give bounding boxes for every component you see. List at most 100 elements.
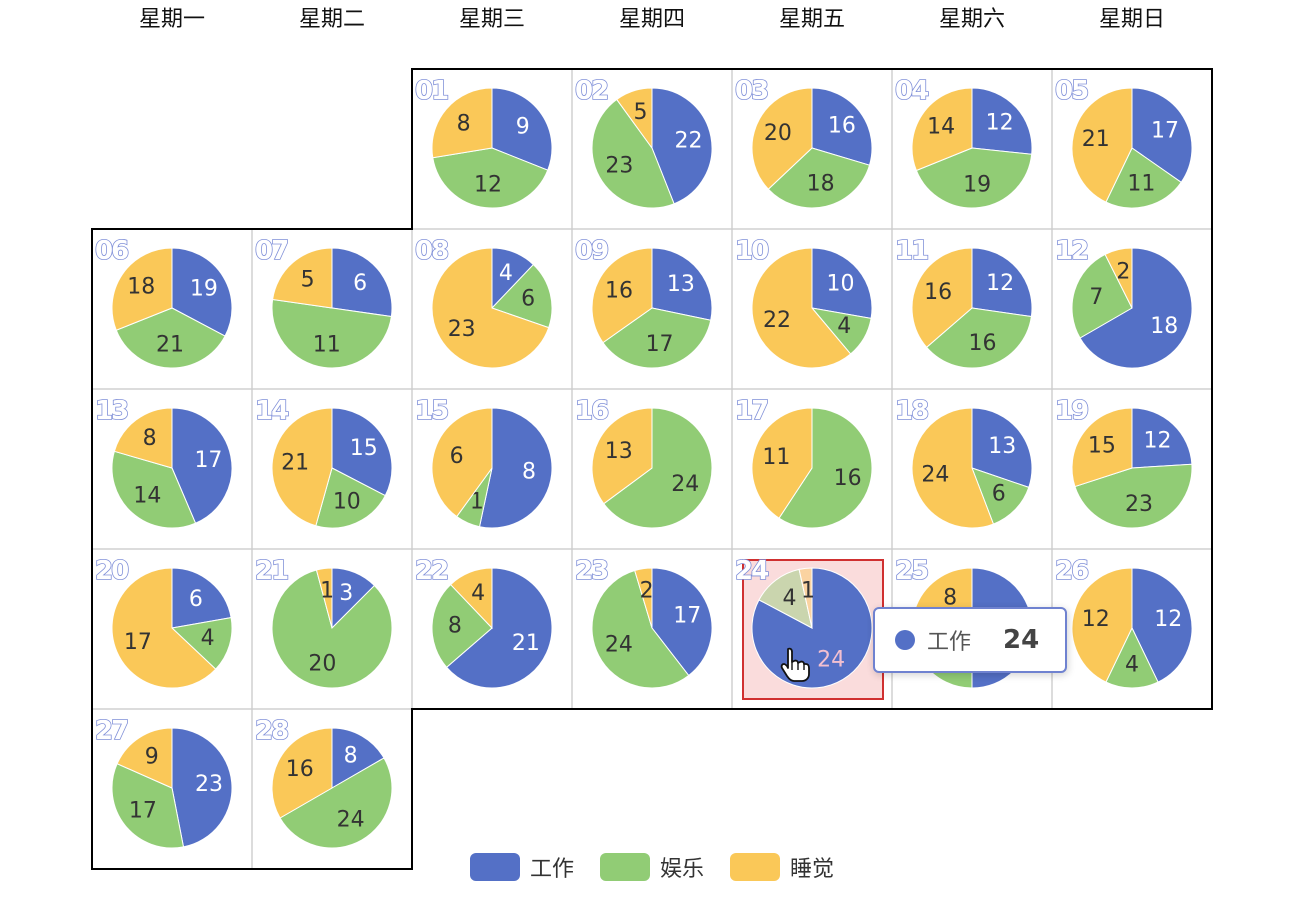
pie-slice-label: 19 <box>963 172 991 197</box>
pie-slice-label: 11 <box>1127 171 1155 196</box>
pie-slice-label: 14 <box>133 483 161 508</box>
day-number: 05 <box>1055 76 1088 106</box>
day-pie: 17 14 8 <box>111 407 233 529</box>
pie-slice-label: 21 <box>281 450 309 475</box>
day-pie: 12 19 14 <box>911 87 1033 209</box>
pie-slice <box>491 263 553 329</box>
pie-slice-label: 16 <box>828 113 856 138</box>
pie-slice <box>1071 407 1133 488</box>
pie-slice <box>1105 626 1159 689</box>
pie-slice <box>171 247 233 337</box>
pie-slice-label: 12 <box>986 271 1014 296</box>
pie-slice <box>331 727 385 789</box>
pie-slice-label: 1 <box>320 579 334 604</box>
pie-slice-label: 5 <box>634 100 648 125</box>
pie-slice <box>331 407 393 497</box>
pie-slice-label: 24 <box>921 462 949 487</box>
pie-slice-label: 21 <box>512 631 540 656</box>
day-number: 17 <box>735 396 768 426</box>
pie-slice <box>971 87 1033 155</box>
pie-slice <box>911 87 973 172</box>
pie-slice <box>591 247 653 344</box>
pie-slice <box>603 407 713 529</box>
day-number: 25 <box>895 556 928 586</box>
pie-slice <box>1074 463 1193 529</box>
pie-slice-label: 11 <box>313 332 341 357</box>
pie-slice <box>491 87 553 171</box>
pie-slice-label: 8 <box>344 743 358 768</box>
pie-slice-label: 21 <box>1082 127 1110 152</box>
weekday-label: 星期二 <box>299 7 365 32</box>
pie-slice-label: 17 <box>1151 118 1179 143</box>
pie-slice <box>925 307 1032 369</box>
pie-slice <box>751 87 813 190</box>
pie-slice-label: 17 <box>194 448 222 473</box>
pie-slice <box>115 307 226 369</box>
tooltip: 工作 24 <box>873 607 1067 673</box>
weekday-label: 星期六 <box>939 7 1005 32</box>
pie-slice-label: 23 <box>1125 492 1153 517</box>
pie-slice <box>478 407 553 529</box>
pie-slice-label: 5 <box>301 267 315 292</box>
pie-slice-label: 7 <box>1089 285 1103 310</box>
pie-slice <box>279 757 393 849</box>
day-pie: 13 17 16 <box>591 247 713 369</box>
legend-item-fun[interactable]: 娱乐 <box>600 851 704 883</box>
day-number: 23 <box>575 556 608 586</box>
pie-slice-label: 22 <box>763 308 791 333</box>
weekday-label: 星期四 <box>619 7 685 32</box>
day-pie: 23 17 9 <box>111 727 233 849</box>
day-number: 18 <box>895 396 928 426</box>
pie-slice-label: 12 <box>1143 428 1171 453</box>
pie-slice <box>449 567 493 630</box>
pie-slice-label: 9 <box>145 744 159 769</box>
day-number: 12 <box>1055 236 1087 266</box>
pie-slice-label: 16 <box>605 278 633 303</box>
tooltip-series-dot <box>895 630 915 650</box>
pie-slice <box>432 147 549 209</box>
legend-item-sleep[interactable]: 睡觉 <box>730 851 834 883</box>
legend: 工作 娱乐 睡觉 <box>470 850 860 884</box>
pie-slice <box>767 147 871 209</box>
pie-slice <box>1131 87 1193 184</box>
day-pie: 8 16 <box>431 407 553 529</box>
pie-slice-label: 18 <box>127 275 155 300</box>
pie-slice <box>116 727 173 789</box>
pie-slice-label: 8 <box>143 426 157 451</box>
legend-swatch-sleep <box>730 853 781 881</box>
weekday-label: 星期日 <box>1099 7 1165 32</box>
legend-label-work: 工作 <box>530 857 575 882</box>
pie-slice-label: 4 <box>782 586 796 611</box>
pie-slice <box>111 247 173 331</box>
pie-slice-label: 12 <box>1154 607 1182 632</box>
pie-slice <box>591 569 690 689</box>
pie-slice-label: 8 <box>522 459 536 484</box>
day-number: 19 <box>1055 396 1088 426</box>
day-number: 01 <box>415 76 448 106</box>
pie-slice <box>778 407 873 529</box>
day-pie: 6 11 5 <box>271 247 393 369</box>
legend-item-work[interactable]: 工作 <box>470 851 574 883</box>
day-number: 13 <box>95 396 128 426</box>
pie-slice-label: 18 <box>1150 314 1178 339</box>
pie-slice <box>616 87 653 150</box>
pie-slice-label: 15 <box>350 436 378 461</box>
pie-slice-label: 24 <box>817 647 845 672</box>
pie-slice-label: 6 <box>992 481 1006 506</box>
day-number: 14 <box>255 396 288 426</box>
pie-slice <box>111 763 185 849</box>
pie-slice-label: 21 <box>156 333 184 358</box>
pie-slice <box>171 727 233 848</box>
day-number: 02 <box>575 76 607 106</box>
pie-slice <box>170 617 233 670</box>
pie-slice-label: 4 <box>837 314 851 339</box>
pie-slice <box>445 567 553 689</box>
day-pie: 17 11 21 <box>1071 87 1193 209</box>
pie-slice-label: 6 <box>353 271 367 296</box>
day-pie: 24 4 1 <box>751 567 873 689</box>
day-pie: 19 21 18 <box>111 247 233 369</box>
pie-slice-label: 6 <box>189 587 203 612</box>
pie-slice <box>1131 567 1193 683</box>
pie-slice <box>798 567 813 629</box>
